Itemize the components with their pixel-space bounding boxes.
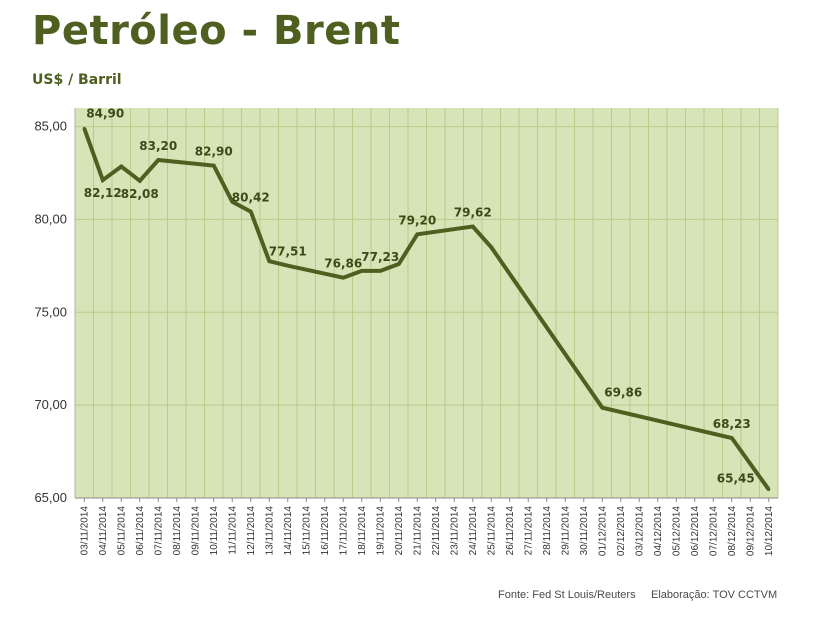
data-point	[101, 178, 105, 182]
x-tick-label: 04/12/2014	[653, 506, 664, 556]
x-tick-label: 15/11/2014	[301, 506, 312, 556]
data-point	[230, 200, 234, 204]
series-line	[82, 127, 771, 491]
data-label: 77,51	[269, 245, 307, 259]
x-tick-label: 19/11/2014	[375, 506, 386, 556]
data-point	[730, 436, 734, 440]
x-tick-label: 04/11/2014	[98, 506, 109, 556]
data-label: 82,08	[121, 187, 159, 201]
data-point	[249, 210, 253, 214]
x-tick-label: 22/11/2014	[431, 506, 442, 556]
x-tick-label: 10/11/2014	[209, 506, 220, 556]
data-point	[378, 269, 382, 273]
x-tick-label: 06/12/2014	[690, 506, 701, 556]
x-tick-label: 25/11/2014	[486, 506, 497, 556]
x-tick-label: 01/12/2014	[597, 506, 608, 556]
x-tick-label: 09/11/2014	[190, 506, 201, 556]
x-tick-label: 03/12/2014	[634, 506, 645, 556]
x-tick-label: 28/11/2014	[542, 506, 553, 556]
x-tick-label: 12/11/2014	[246, 506, 257, 556]
x-tick-label: 06/11/2014	[135, 506, 146, 556]
x-tick-label: 27/11/2014	[523, 506, 534, 556]
x-tick-label: 18/11/2014	[357, 506, 368, 556]
x-tick-label: 03/11/2014	[79, 506, 90, 556]
data-point	[267, 259, 271, 263]
x-tick-label: 02/12/2014	[616, 506, 627, 556]
data-point	[119, 165, 123, 168]
data-label: 82,90	[195, 145, 233, 159]
data-point	[415, 232, 419, 236]
x-tick-label: 26/11/2014	[505, 506, 516, 556]
data-point	[767, 488, 771, 492]
x-tick-label: 16/11/2014	[320, 506, 331, 556]
source-note: Fonte: Fed St Louis/Reuters	[498, 589, 636, 601]
x-tick-label: 13/11/2014	[264, 506, 275, 556]
data-point	[341, 276, 345, 280]
data-point	[600, 406, 604, 410]
x-tick-label: 17/11/2014	[338, 506, 349, 556]
data-label: 69,86	[604, 386, 642, 400]
chart-title: Petróleo - Brent	[32, 8, 401, 54]
data-point	[286, 264, 290, 268]
y-tick-label: 80,00	[34, 211, 67, 226]
chart-subtitle: US$ / Barril	[32, 72, 122, 88]
data-point	[471, 224, 475, 228]
data-point	[397, 262, 401, 266]
x-tick-label: 08/11/2014	[172, 506, 183, 556]
data-label: 80,42	[232, 191, 270, 205]
x-tick-label: 23/11/2014	[449, 506, 460, 556]
data-label: 79,20	[398, 213, 436, 227]
x-tick-label: 14/11/2014	[283, 506, 294, 556]
data-label: 79,62	[454, 205, 492, 219]
x-tick-label: 08/12/2014	[727, 506, 738, 556]
data-point	[138, 179, 142, 183]
data-label: 68,23	[713, 417, 751, 431]
credit-note: Elaboração: TOV CCTVM	[651, 589, 778, 601]
x-tick-label: 24/11/2014	[468, 506, 479, 556]
x-tick-label: 10/12/2014	[764, 506, 775, 556]
data-point	[156, 158, 160, 162]
x-tick-label: 07/11/2014	[153, 506, 164, 556]
data-point	[212, 164, 216, 168]
data-label: 77,23	[361, 250, 399, 264]
data-point	[360, 269, 364, 273]
y-tick-label: 65,00	[34, 490, 67, 505]
data-label: 76,86	[324, 257, 362, 271]
x-tick-label: 30/11/2014	[579, 506, 590, 556]
y-tick-label: 70,00	[34, 397, 67, 412]
x-tick-label: 05/11/2014	[116, 506, 127, 556]
x-tick-label: 29/11/2014	[560, 506, 571, 556]
y-tick-label: 85,00	[34, 119, 67, 134]
x-tick-label: 05/12/2014	[671, 506, 682, 556]
data-label: 84,90	[86, 106, 124, 120]
data-label: 82,12	[84, 186, 122, 200]
x-tick-label: 11/11/2014	[227, 506, 238, 555]
data-point	[82, 126, 86, 130]
data-point	[489, 245, 493, 249]
data-label: 65,45	[717, 472, 755, 486]
y-tick-label: 75,00	[34, 304, 67, 319]
x-tick-label: 07/12/2014	[708, 506, 719, 556]
x-tick-label: 21/11/2014	[412, 506, 423, 556]
data-label: 83,20	[139, 139, 177, 153]
x-tick-label: 20/11/2014	[394, 506, 405, 556]
x-tick-label: 09/12/2014	[745, 506, 756, 556]
